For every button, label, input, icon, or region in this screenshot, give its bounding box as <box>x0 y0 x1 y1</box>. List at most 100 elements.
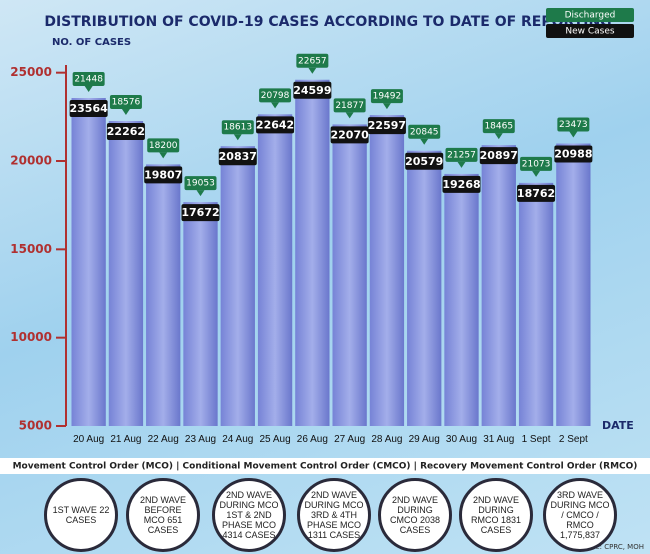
callout-pointer <box>532 170 541 177</box>
discharged-callout <box>333 98 366 113</box>
bar <box>444 173 479 426</box>
bar <box>481 145 516 426</box>
callout-pointer <box>420 138 429 145</box>
bar <box>108 121 144 427</box>
x-axis-label: DATE <box>602 419 634 432</box>
new-cases-label-box <box>293 81 332 99</box>
x-tick-label: 25 Aug <box>259 434 291 445</box>
wave-circle: 2ND WAVE BEFORE MCO 651 CASES <box>126 478 200 552</box>
discharged-callout <box>109 95 142 110</box>
discharged-label: 21448 <box>74 75 103 85</box>
new-cases-label-box <box>330 126 369 144</box>
new-cases-label-box <box>106 123 145 141</box>
wave-circle: 2ND WAVE DURING MCO 1ST & 2ND PHASE MCO … <box>212 478 286 552</box>
callout-pointer <box>494 133 503 140</box>
bar <box>369 115 405 427</box>
y-tick-label: 15000 <box>10 242 52 256</box>
legend-label: New Cases <box>565 27 615 37</box>
new-cases-label-box <box>479 147 518 165</box>
x-tick-label: 30 Aug <box>445 434 478 445</box>
discharged-callout <box>445 147 478 162</box>
discharged-callout <box>296 53 329 68</box>
discharged-label: 18465 <box>484 122 513 132</box>
x-tick-label: 28 Aug <box>371 434 403 445</box>
new-cases-label: 20988 <box>554 148 592 161</box>
new-cases-label-box <box>69 100 108 118</box>
wave-circle: 2ND WAVE DURING CMCO 2038 CASES <box>378 478 452 552</box>
discharged-callout <box>184 176 217 191</box>
discharged-callout <box>72 72 105 87</box>
new-cases-label: 24599 <box>293 84 331 97</box>
new-cases-label: 20579 <box>405 155 443 168</box>
new-cases-label-box <box>405 152 444 170</box>
new-cases-label-box <box>144 166 183 184</box>
new-cases-label-box <box>218 148 257 166</box>
new-cases-label-box <box>256 116 295 134</box>
y-tick-label: 10000 <box>10 330 52 344</box>
wave-circle: 1ST WAVE 22 CASES <box>44 478 118 552</box>
discharged-callout <box>147 138 180 153</box>
discharged-label: 20798 <box>261 91 290 101</box>
x-tick-label: 26 Aug <box>296 434 328 445</box>
bar <box>295 79 330 426</box>
discharged-callout <box>408 124 441 139</box>
bar <box>556 143 591 426</box>
discharged-label: 23473 <box>559 120 588 130</box>
wave-circle: 2ND WAVE DURING MCO 3RD & 4TH PHASE MCO … <box>297 478 371 552</box>
x-tick-label: 20 Aug <box>73 434 105 445</box>
bar <box>146 164 181 426</box>
new-cases-label: 23564 <box>70 102 109 115</box>
footer-note: Movement Control Order (MCO) | Condition… <box>13 462 638 472</box>
new-cases-label: 22642 <box>256 118 294 131</box>
x-tick-label: 23 Aug <box>184 434 217 445</box>
footer-strip <box>0 458 650 474</box>
discharged-label: 18576 <box>112 98 141 108</box>
discharged-label: 21877 <box>335 101 364 111</box>
callout-pointer <box>569 131 578 138</box>
legend-swatch <box>546 24 634 38</box>
x-tick-label: 24 Aug <box>222 434 254 445</box>
discharged-callout <box>482 119 515 134</box>
x-tick-label: 22 Aug <box>147 434 179 445</box>
callout-pointer <box>457 161 466 168</box>
new-cases-label: 20897 <box>480 149 518 162</box>
discharged-label: 21257 <box>447 150 476 160</box>
new-cases-label: 17672 <box>181 206 219 219</box>
x-tick-label: 31 Aug <box>483 434 515 445</box>
new-cases-label-box <box>181 204 220 222</box>
source: Source: CPRC, MOH <box>576 543 644 551</box>
discharged-callout <box>259 88 292 103</box>
new-cases-label: 19268 <box>442 178 480 191</box>
discharged-callout <box>557 117 590 132</box>
x-tick-label: 29 Aug <box>408 434 440 445</box>
callout-pointer <box>271 102 280 109</box>
callout-pointer <box>382 103 391 110</box>
callout-pointer <box>196 190 205 197</box>
y-tick-label: 5000 <box>19 419 52 433</box>
new-cases-label-box <box>517 184 556 202</box>
bar <box>332 124 367 427</box>
callout-pointer <box>121 109 130 116</box>
discharged-callout <box>221 120 254 135</box>
bar <box>407 150 442 426</box>
bar <box>257 114 293 426</box>
y-tick-label: 20000 <box>10 154 52 168</box>
x-tick-label: 27 Aug <box>334 434 366 445</box>
new-cases-label-box <box>554 145 593 163</box>
discharged-label: 19492 <box>373 92 402 102</box>
callout-pointer <box>345 112 354 119</box>
discharged-label: 18613 <box>223 123 252 133</box>
new-cases-label: 22070 <box>331 128 370 141</box>
discharged-label: 20845 <box>410 127 439 137</box>
discharged-callout <box>370 89 403 104</box>
discharged-label: 22657 <box>298 56 327 66</box>
discharged-label: 18200 <box>149 141 178 151</box>
new-cases-label: 22597 <box>368 119 406 132</box>
new-cases-label: 19807 <box>144 168 182 181</box>
callout-pointer <box>308 67 317 74</box>
x-tick-label: 1 Sept <box>521 434 551 445</box>
bar <box>220 146 255 426</box>
discharged-label: 21073 <box>522 159 551 169</box>
